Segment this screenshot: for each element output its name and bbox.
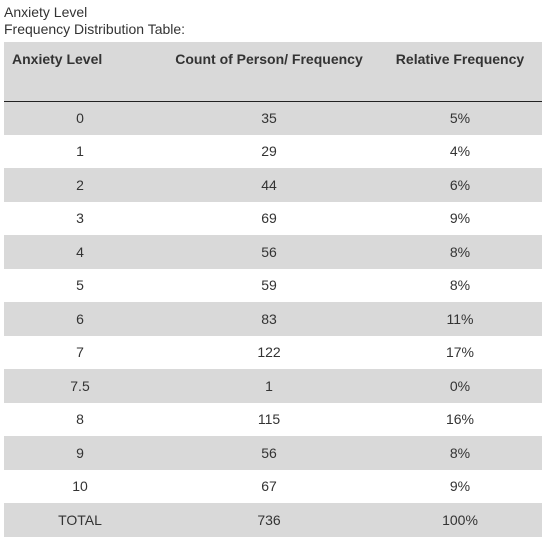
cell-relative-frequency: 9% [449,210,471,227]
cell-anxiety-level: 4 [76,243,84,260]
cell-relative-frequency: 5% [449,110,471,126]
cell-count: 56 [261,243,277,260]
table-row: 9 56 8% [4,436,542,470]
cell-count: 736 [257,511,281,528]
cell-anxiety-level: 8 [76,411,84,428]
header-relative-frequency: Relative Frequency [378,42,542,102]
table-row: 0 35 5% [4,101,542,135]
cell-count: 69 [261,210,277,227]
cell-anxiety-level: 3 [76,210,84,227]
cell-relative-frequency: 8% [449,277,471,294]
frequency-distribution-table: Anxiety Level Count of Person/ Frequency… [4,42,542,537]
table-row: 7 122 17% [4,336,542,370]
cell-count: 44 [261,176,277,193]
cell-anxiety-level: 7 [76,344,84,361]
cell-relative-frequency: 8% [449,243,471,260]
cell-count: 59 [261,277,277,294]
cell-anxiety-level: TOTAL [58,511,102,528]
cell-relative-frequency: 17% [445,344,475,361]
cell-relative-frequency: 8% [449,444,471,461]
cell-anxiety-level: 1 [76,143,84,160]
header-anxiety-level: Anxiety Level [4,42,160,102]
cell-relative-frequency: 4% [449,143,471,160]
cell-anxiety-level: 0 [76,110,84,126]
table-row: 4 56 8% [4,235,542,269]
table-row: 6 83 11% [4,302,542,336]
cell-count: 29 [261,143,277,160]
cell-relative-frequency: 100% [442,511,478,528]
cell-count: 1 [265,377,273,394]
cell-relative-frequency: 6% [449,176,471,193]
table-body: 0 35 5% 1 29 4% 2 44 6% 3 69 9% 4 56 8% 5 59 8% 6 83 11% 7 122… [4,101,542,537]
caption-subtitle: Frequency Distribution Table: [4,21,186,37]
table-row: 1 29 4% [4,135,542,169]
cell-count: 122 [257,344,281,361]
table-row: 5 59 8% [4,269,542,303]
cell-relative-frequency: 16% [445,411,475,428]
cell-relative-frequency: 9% [449,478,471,495]
cell-count: 35 [261,110,277,126]
cell-relative-frequency: 11% [446,310,474,327]
cell-anxiety-level: 10 [72,478,88,495]
header-count: Count of Person/ Frequency [160,42,378,102]
total-row: TOTAL 736 100% [4,503,542,537]
cell-count: 67 [261,478,277,495]
cell-anxiety-level: 7.5 [70,377,90,394]
cell-anxiety-level: 5 [76,277,84,294]
cell-count: 83 [261,310,277,327]
table-row: 2 44 6% [4,168,542,202]
cell-anxiety-level: 2 [76,176,84,193]
cell-anxiety-level: 9 [76,444,84,461]
table-row: 7.5 1 0% [4,369,542,403]
table-caption: Anxiety Level Frequency Distribution Tab… [4,4,185,38]
cell-count: 56 [261,444,277,461]
table-header: Anxiety Level Count of Person/ Frequency… [4,42,542,102]
cell-anxiety-level: 6 [76,310,84,327]
header-row: Anxiety Level Count of Person/ Frequency… [4,42,542,102]
table-row: 10 67 9% [4,470,542,504]
table-row: 3 69 9% [4,202,542,236]
cell-relative-frequency: 0% [449,377,471,394]
caption-title: Anxiety Level [4,4,88,20]
cell-count: 115 [257,411,281,428]
table-row: 8 115 16% [4,403,542,437]
